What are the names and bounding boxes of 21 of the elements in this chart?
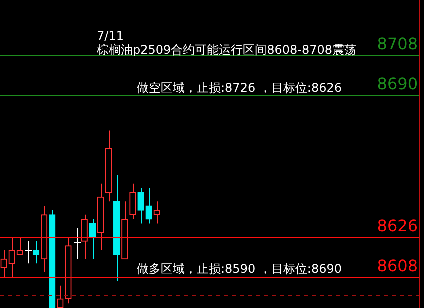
annotation: 7/11 — [97, 29, 124, 43]
candlestick — [24, 241, 32, 264]
ref-line-label: 8708 — [377, 34, 418, 54]
candlestick — [74, 228, 82, 260]
ref-line-label: 8626 — [377, 216, 418, 236]
candlestick — [138, 188, 144, 224]
candlestick — [57, 285, 64, 308]
annotation: 做多区域，止损:8590 ，目标位:8690 — [137, 262, 342, 276]
candlestick — [8, 236, 16, 278]
candlestick — [0, 250, 8, 278]
candlestick — [154, 201, 160, 224]
candlestick — [89, 218, 96, 260]
annotation: 做空区域，止损:8726 ，目标位:8626 — [137, 81, 342, 95]
candlestick — [16, 236, 24, 256]
annotation: 棕榈油p2509合约可能运行区间8608-8708震荡 — [97, 43, 357, 57]
ref-line-label: 8608 — [377, 256, 418, 276]
ref-line-label: 8690 — [377, 74, 418, 94]
candlestick — [146, 188, 152, 224]
candlestick — [81, 214, 88, 260]
candlestick — [32, 241, 40, 264]
candlestick — [130, 183, 136, 220]
